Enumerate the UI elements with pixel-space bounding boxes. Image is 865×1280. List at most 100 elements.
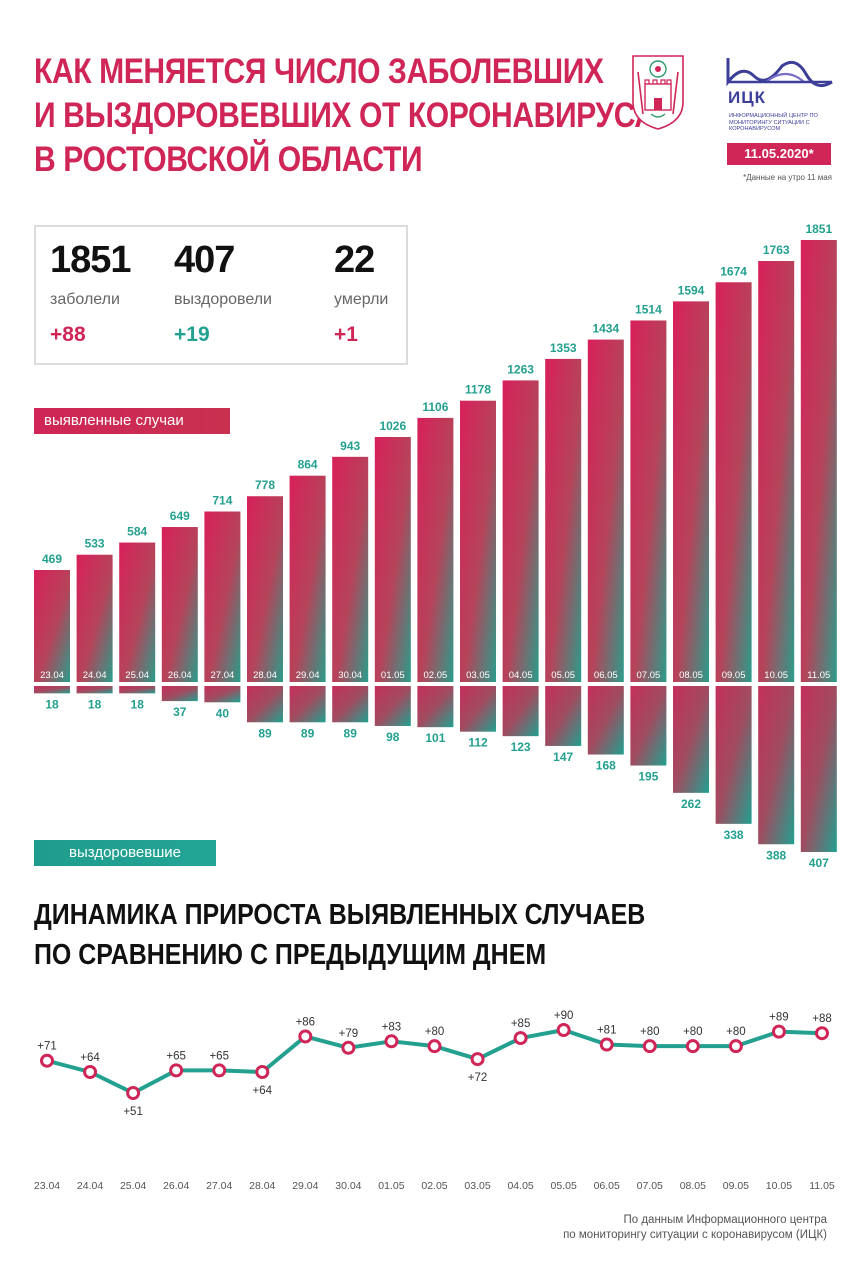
cases-bar-05.05 <box>545 358 582 682</box>
date-tick-label-06.05: 06.05 <box>594 670 618 681</box>
growth-value-label-07.05: +80 <box>640 1026 660 1038</box>
cases-legend-label: выявленные случаи <box>34 408 230 434</box>
recovered-value-label-08.05: 262 <box>681 797 701 811</box>
growth-section-title: ДИНАМИКА ПРИРОСТА ВЫЯВЛЕННЫХ СЛУЧАЕВ ПО … <box>34 895 645 975</box>
stat-infected-value: 1851 <box>50 239 132 281</box>
growth-point-07.05 <box>642 1039 657 1054</box>
recovered-bar-24.04 <box>76 686 113 694</box>
recovered-bar-07.05 <box>630 686 667 766</box>
footer-line-1: По данным Информационного центра <box>623 1214 827 1226</box>
growth-value-label-04.05: +85 <box>511 1018 531 1030</box>
cases-bar-26.04 <box>161 527 198 682</box>
recovered-bar-29.04 <box>289 686 326 723</box>
page-title: КАК МЕНЯЕТСЯ ЧИСЛО ЗАБОЛЕВШИХ И ВЫЗДОРОВ… <box>34 50 656 182</box>
date-tick-label-24.04: 24.04 <box>83 670 107 681</box>
growth-date-tick-03.05: 03.05 <box>464 1180 490 1192</box>
recovered-value-label-29.04: 89 <box>301 726 315 740</box>
growth-point-24.04 <box>83 1065 98 1079</box>
recovered-value-label-04.05: 123 <box>511 740 531 754</box>
stat-infected-label: заболели <box>50 291 120 308</box>
recovered-bar-09.05 <box>715 686 752 824</box>
growth-date-tick-09.05: 09.05 <box>723 1180 749 1192</box>
cases-bar-08.05 <box>673 301 709 682</box>
growth-value-label-25.04: +51 <box>123 1106 143 1118</box>
growth-date-tick-05.05: 05.05 <box>551 1180 577 1192</box>
date-tick-label-07.05: 07.05 <box>637 670 661 681</box>
date-tick-label-05.05: 05.05 <box>551 670 575 681</box>
growth-value-label-11.05: +88 <box>812 1013 832 1025</box>
growth-point-27.04 <box>212 1063 227 1078</box>
stat-recovered: 407 выздоровели +19 <box>174 237 272 347</box>
date-tick-label-04.05: 04.05 <box>509 670 533 681</box>
cases-bar-04.05 <box>502 380 539 682</box>
cases-value-label-28.04: 778 <box>255 478 275 492</box>
growth-value-label-30.04: +79 <box>339 1028 359 1040</box>
growth-point-30.04 <box>341 1040 356 1055</box>
growth-date-tick-25.04: 25.04 <box>120 1180 146 1192</box>
date-tick-label-09.05: 09.05 <box>722 670 746 681</box>
recovered-value-label-03.05: 112 <box>468 736 488 750</box>
growth-point-28.04 <box>255 1065 270 1079</box>
growth-value-label-28.04: +64 <box>253 1085 273 1097</box>
growth-value-label-06.05: +81 <box>597 1025 617 1037</box>
date-tick-label-30.04: 30.04 <box>338 670 362 681</box>
growth-value-label-27.04: +65 <box>209 1050 229 1062</box>
cases-bar-11.05 <box>800 240 837 682</box>
recovered-bar-03.05 <box>460 686 496 732</box>
cases-value-label-11.05: 1851 <box>805 222 832 236</box>
cases-bar-28.04 <box>247 496 283 682</box>
recovered-value-label-11.05: 407 <box>809 856 829 870</box>
recovered-bar-02.05 <box>417 686 454 728</box>
cases-bar-02.05 <box>417 417 454 682</box>
growth-value-label-26.04: +65 <box>166 1050 186 1062</box>
stat-died: 22 умерли +1 <box>334 237 388 347</box>
growth-value-label-08.05: +80 <box>683 1026 703 1038</box>
date-badge: 11.05.2020* <box>727 143 831 165</box>
recovered-value-label-24.04: 18 <box>88 697 102 711</box>
growth-date-tick-28.04: 28.04 <box>249 1180 275 1192</box>
cases-value-label-29.04: 864 <box>298 458 318 472</box>
growth-date-tick-02.05: 02.05 <box>421 1180 447 1192</box>
growth-point-04.05 <box>513 1031 528 1046</box>
recovered-bar-05.05 <box>545 686 582 746</box>
growth-date-tick-27.04: 27.04 <box>206 1180 232 1192</box>
growth-value-label-05.05: +90 <box>554 1010 574 1022</box>
growth-point-10.05 <box>771 1024 786 1039</box>
cases-value-label-26.04: 649 <box>170 509 190 523</box>
growth-value-label-10.05: +89 <box>769 1012 789 1024</box>
cases-value-label-07.05: 1514 <box>635 302 662 316</box>
growth-point-25.04 <box>126 1086 141 1100</box>
growth-point-05.05 <box>556 1023 571 1037</box>
growth-date-tick-04.05: 04.05 <box>507 1180 533 1192</box>
logo-subtitle: ИНФОРМАЦИОННЫЙ ЦЕНТР ПО МОНИТОРИНГУ СИТУ… <box>729 113 818 132</box>
date-tick-label-27.04: 27.04 <box>211 670 235 681</box>
cases-value-label-24.04: 533 <box>85 537 105 551</box>
cases-value-label-27.04: 714 <box>212 494 232 508</box>
cases-bar-06.05 <box>587 339 624 682</box>
date-tick-label-03.05: 03.05 <box>466 670 490 681</box>
cases-recovered-bar-chart: 469 23.04 18 533 24.04 18 584 25.04 18 649 26.04 37… <box>34 222 837 870</box>
title-line-3: В РОСТОВСКОЙ ОБЛАСТИ <box>34 140 423 179</box>
growth-value-label-23.04: +71 <box>37 1041 57 1053</box>
date-tick-label-01.05: 01.05 <box>381 670 405 681</box>
recovered-bar-06.05 <box>587 686 624 755</box>
date-tick-label-23.04: 23.04 <box>40 670 64 681</box>
stat-recovered-label: выздоровели <box>174 291 272 308</box>
cases-value-label-23.04: 469 <box>42 552 62 566</box>
recovered-value-label-30.04: 89 <box>344 726 358 740</box>
recovered-value-label-07.05: 195 <box>638 770 658 784</box>
growth-date-tick-08.05: 08.05 <box>680 1180 706 1192</box>
growth-value-label-03.05: +72 <box>468 1072 488 1084</box>
recovered-value-label-01.05: 98 <box>386 730 400 744</box>
recovered-value-label-23.04: 18 <box>45 697 59 711</box>
growth-point-06.05 <box>599 1037 614 1052</box>
footer-line-2: по мониторингу ситуации с коронавирусом … <box>563 1229 827 1241</box>
growth-point-02.05 <box>427 1039 442 1054</box>
stat-infected: 1851 заболели +88 <box>50 237 132 347</box>
recovered-value-label-06.05: 168 <box>596 759 616 773</box>
cases-bar-07.05 <box>630 320 667 682</box>
date-tick-label-28.04: 28.04 <box>253 670 277 681</box>
recovered-value-label-05.05: 147 <box>553 750 573 764</box>
recovered-bar-01.05 <box>374 686 411 726</box>
